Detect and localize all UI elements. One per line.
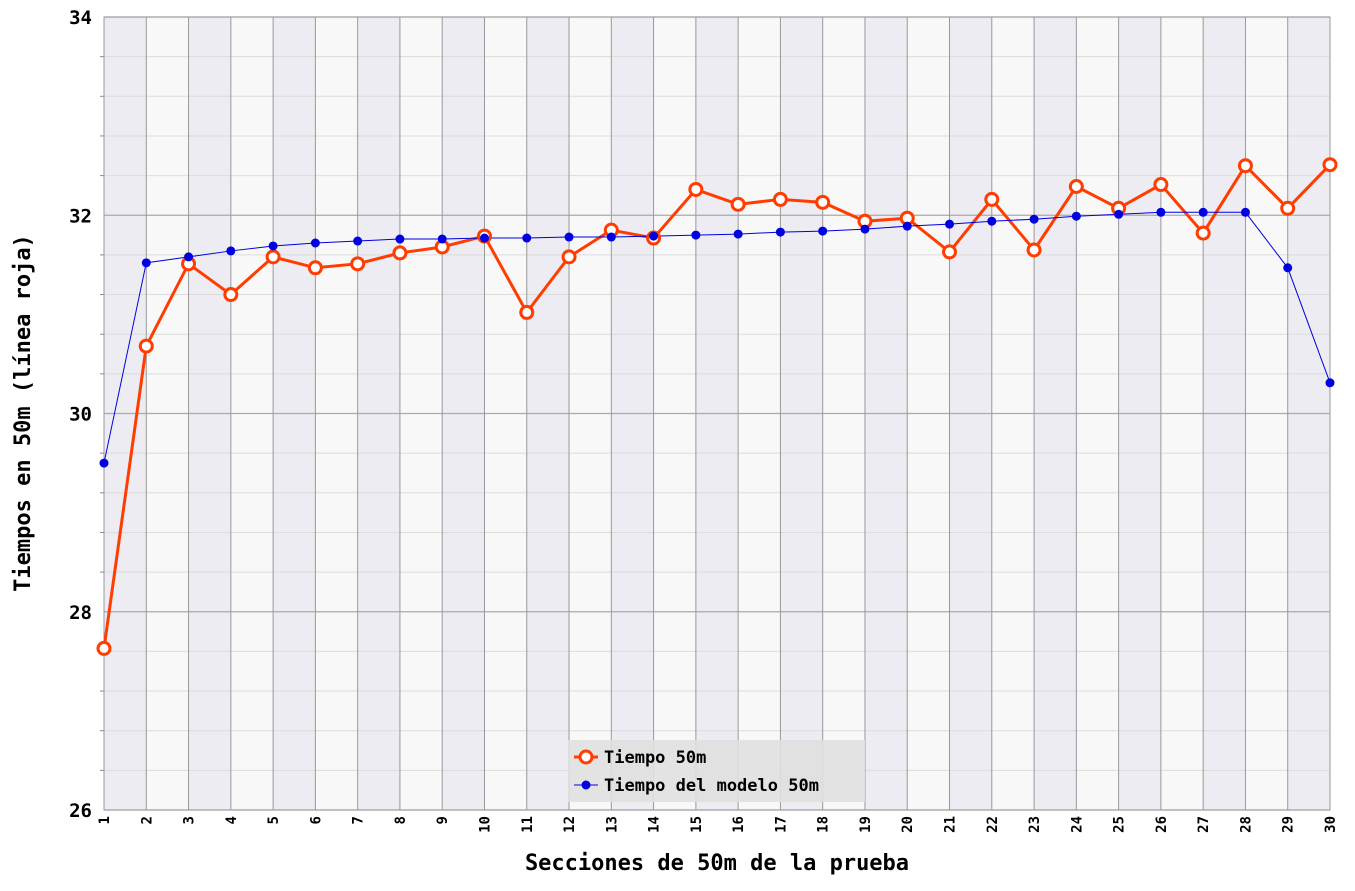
data-point	[265, 249, 281, 265]
x-tick-label: 23	[1027, 816, 1043, 833]
data-point	[96, 640, 112, 656]
plot-frame	[103, 16, 1331, 811]
data-point	[772, 191, 788, 207]
x-tick-label: 13	[604, 816, 620, 833]
x-tick-label: 2	[139, 816, 155, 824]
x-tick-label: 24	[1069, 816, 1085, 833]
x-tick-label: 26	[1154, 816, 1170, 833]
x-tick-label: 7	[351, 816, 367, 824]
x-tick-label: 6	[308, 816, 324, 824]
data-point	[223, 287, 239, 303]
x-tick-label: 8	[393, 816, 409, 824]
x-tick-label: 9	[435, 816, 451, 824]
data-point	[818, 226, 828, 236]
x-tick-label: 20	[900, 816, 916, 833]
data-point	[688, 181, 704, 197]
data-point	[1283, 263, 1293, 273]
data-point	[522, 233, 532, 243]
x-axis-title: Secciones de 50m de la prueba	[525, 851, 909, 876]
data-point	[395, 234, 405, 244]
data-point	[1026, 242, 1042, 258]
data-point	[984, 191, 1000, 207]
x-tick-label: 28	[1238, 816, 1254, 833]
x-tick-label: 29	[1281, 816, 1297, 833]
x-tick-label: 5	[266, 816, 282, 824]
data-point	[392, 245, 408, 261]
data-point	[945, 219, 955, 229]
y-tick-label: 30	[69, 404, 92, 426]
data-point	[268, 241, 278, 251]
x-tick-label: 17	[773, 816, 789, 833]
legend: Tiempo 50m Tiempo del modelo 50m	[568, 740, 865, 802]
data-point	[649, 231, 659, 241]
data-point	[1322, 157, 1338, 173]
x-tick-label: 1	[97, 816, 113, 824]
data-point	[1153, 177, 1169, 193]
x-tick-label: 3	[182, 816, 198, 824]
x-tick-label: 4	[224, 816, 240, 824]
data-point	[138, 338, 154, 354]
data-point	[1240, 207, 1250, 217]
y-tick-label: 34	[69, 7, 92, 29]
x-tick-label: 16	[731, 816, 747, 833]
data-point	[141, 258, 151, 268]
x-tick-label: 25	[1112, 816, 1128, 833]
data-point	[1195, 225, 1211, 241]
data-point	[1198, 207, 1208, 217]
data-point	[184, 252, 194, 262]
x-tick-label: 10	[477, 816, 493, 833]
legend-label: Tiempo del modelo 50m	[604, 776, 819, 796]
data-point	[860, 224, 870, 234]
data-point	[479, 233, 489, 243]
x-tick-label: 15	[689, 816, 705, 833]
data-point	[1325, 378, 1335, 388]
data-point	[815, 194, 831, 210]
y-axis-title: Tiempos en 50m (línea roja)	[11, 234, 36, 592]
data-point	[561, 249, 577, 265]
series-line	[103, 211, 1331, 464]
data-point	[733, 229, 743, 239]
data-point	[902, 221, 912, 231]
data-point	[1114, 209, 1124, 219]
data-point	[606, 232, 616, 242]
data-point	[942, 244, 958, 260]
data-point	[691, 230, 701, 240]
data-point	[987, 216, 997, 226]
legend-box	[568, 740, 865, 802]
data-point	[310, 238, 320, 248]
x-tick-label: 21	[943, 816, 959, 833]
data-point	[99, 458, 109, 468]
x-tick-label: 14	[647, 816, 663, 833]
data-point	[1068, 179, 1084, 195]
data-point	[353, 236, 363, 246]
x-tick-label: 11	[520, 816, 536, 833]
data-point	[226, 246, 236, 256]
data-point	[307, 260, 323, 276]
data-point	[519, 304, 535, 320]
legend-label: Tiempo 50m	[604, 748, 706, 768]
x-tick-label: 18	[816, 816, 832, 833]
y-tick-label: 32	[69, 205, 92, 227]
data-point	[1280, 200, 1296, 216]
data-point	[437, 234, 447, 244]
legend-swatch	[581, 780, 591, 790]
legend-swatch	[578, 749, 594, 765]
data-point	[1237, 158, 1253, 174]
data-point	[1071, 211, 1081, 221]
data-point	[1029, 214, 1039, 224]
data-point	[730, 196, 746, 212]
x-tick-label: 22	[985, 816, 1001, 833]
y-tick-label: 28	[69, 602, 92, 624]
data-point	[564, 232, 574, 242]
x-tick-label: 27	[1196, 816, 1212, 833]
data-point	[775, 227, 785, 237]
x-tick-label: 30	[1323, 816, 1339, 833]
data-point	[350, 256, 366, 272]
x-tick-label: 12	[562, 816, 578, 833]
y-tick-label: 26	[69, 800, 92, 822]
x-tick-label: 19	[858, 816, 874, 833]
data-point	[1156, 207, 1166, 217]
